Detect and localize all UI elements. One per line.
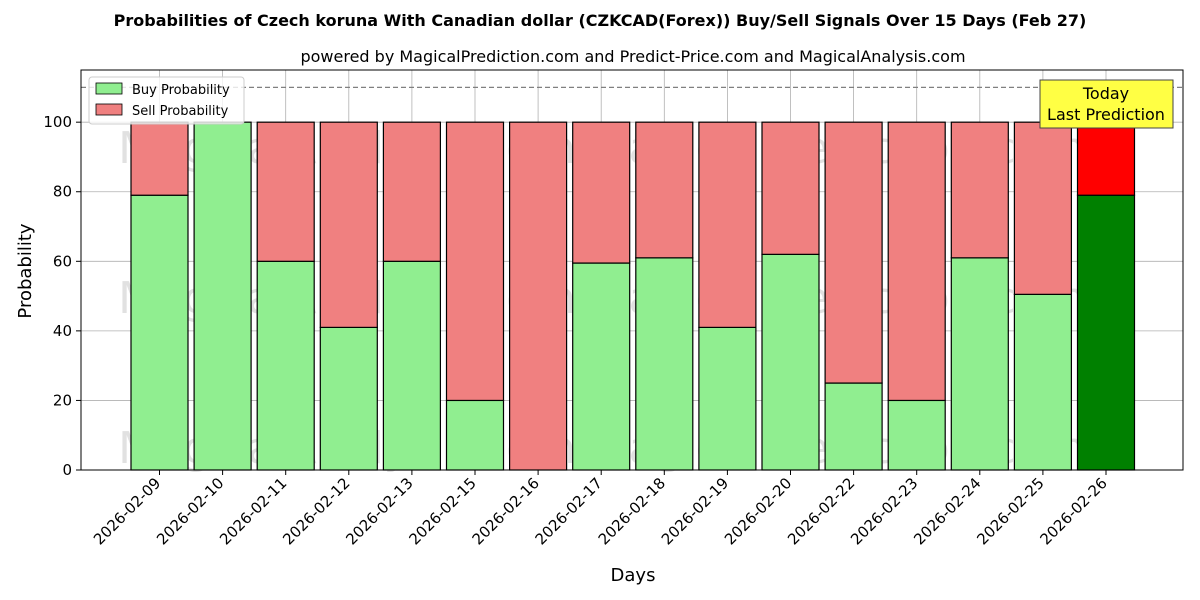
bar-sell-2026-02-19 <box>698 121 757 328</box>
y-tick-label: 20 <box>53 391 72 409</box>
bar-buy-2026-02-11 <box>256 260 315 471</box>
x-tick-label: 2026-02-13 <box>342 474 416 548</box>
x-tick-label: 2026-02-16 <box>469 474 543 548</box>
bar-buy-2026-02-15 <box>445 399 505 471</box>
y-axis-label: Probability <box>15 223 36 318</box>
legend-buy-swatch <box>95 82 123 95</box>
chart-subtitle: powered by MagicalPrediction.com and Pre… <box>300 47 965 66</box>
bar-buy-2026-02-23 <box>887 399 946 471</box>
x-tick-label: 2026-02-24 <box>910 474 984 548</box>
y-axis: 0 20 40 60 80 100 <box>43 113 81 479</box>
bar-buy-2026-02-18 <box>635 257 694 471</box>
x-tick-label: 2026-02-11 <box>216 474 290 548</box>
bar-buy-2026-02-26 <box>1076 194 1136 471</box>
x-tick-label: 2026-02-17 <box>532 474 606 548</box>
legend-sell-label: Sell Probability <box>132 104 229 119</box>
x-tick-label: 2026-02-12 <box>279 474 353 548</box>
plot-frame <box>80 69 1184 471</box>
bar-buy-2026-02-09 <box>130 194 189 471</box>
y-tick-label: 0 <box>62 461 72 479</box>
y-tick-label: 60 <box>53 252 72 270</box>
legend-buy-label: Buy Probability <box>132 83 230 98</box>
bar-sell-2026-02-09 <box>130 121 189 196</box>
bar-buy-2026-02-20 <box>761 253 820 471</box>
legend-box <box>88 76 245 125</box>
x-tick-label: 2026-02-23 <box>847 474 921 548</box>
bar-buy-2026-02-22 <box>824 382 883 471</box>
x-tick-label: 2026-02-15 <box>405 474 479 548</box>
bars <box>130 121 1136 471</box>
x-axis-label: Days <box>611 565 656 586</box>
bar-sell-2026-02-17 <box>572 121 631 264</box>
bar-sell-2026-02-16 <box>509 121 568 471</box>
legend-sell-swatch <box>95 103 123 116</box>
y-tick-label: 100 <box>43 113 72 131</box>
bar-sell-2026-02-23 <box>887 121 946 402</box>
bar-buy-2026-02-13 <box>382 260 441 471</box>
annotation-line-2: Last Prediction <box>1047 105 1165 124</box>
x-tick-label: 2026-02-19 <box>658 474 732 548</box>
bar-sell-2026-02-13 <box>382 121 441 262</box>
x-tick-label: 2026-02-22 <box>784 474 858 548</box>
bar-sell-2026-02-25 <box>1013 121 1073 295</box>
bar-buy-2026-02-17 <box>572 262 631 471</box>
bar-sell-2026-02-11 <box>256 121 315 262</box>
x-tick-label: 2026-02-20 <box>721 474 795 548</box>
bar-buy-2026-02-10 <box>193 121 252 471</box>
annotation-line-1: Today <box>1082 84 1129 103</box>
chart-title: Probabilities of Czech koruna With Canad… <box>114 11 1087 30</box>
x-tick-label: 2026-02-09 <box>90 474 164 548</box>
bar-sell-2026-02-20 <box>761 121 820 255</box>
bar-buy-2026-02-24 <box>950 257 1009 471</box>
bar-sell-2026-02-24 <box>950 121 1009 259</box>
bar-sell-2026-02-15 <box>445 121 505 402</box>
x-axis: 2026-02-092026-02-102026-02-112026-02-12… <box>90 470 1111 548</box>
x-tick-label: 2026-02-18 <box>595 474 669 548</box>
y-tick-label: 40 <box>53 322 72 340</box>
legend: Buy Probability Sell Probability <box>88 76 245 125</box>
bar-buy-2026-02-19 <box>698 326 757 471</box>
x-tick-label: 2026-02-25 <box>973 474 1047 548</box>
x-tick-label: 2026-02-10 <box>153 474 227 548</box>
bar-sell-2026-02-26 <box>1076 121 1136 196</box>
annotation-box <box>1039 79 1174 129</box>
bar-sell-2026-02-12 <box>319 121 378 328</box>
today-annotation: Today Last Prediction <box>1039 79 1174 129</box>
bar-sell-2026-02-18 <box>635 121 694 259</box>
bar-buy-2026-02-25 <box>1013 293 1073 471</box>
bar-buy-2026-02-12 <box>319 326 378 471</box>
x-tick-label: 2026-02-26 <box>1036 474 1110 548</box>
bar-sell-2026-02-22 <box>824 121 883 384</box>
y-tick-label: 80 <box>53 183 72 201</box>
